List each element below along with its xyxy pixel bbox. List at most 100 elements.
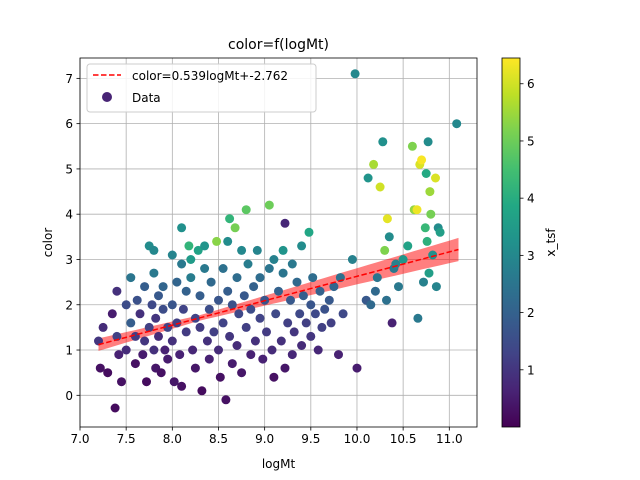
data-point [232, 341, 242, 350]
data-point [149, 268, 159, 278]
data-point [283, 318, 293, 328]
data-point [324, 295, 334, 305]
data-point [297, 341, 307, 350]
data-point [204, 304, 214, 314]
data-point [421, 169, 431, 178]
data-point [287, 259, 297, 269]
data-point [117, 377, 126, 387]
data-point [200, 241, 210, 251]
data-point [181, 327, 191, 337]
x-tick-label: 8.0 [163, 432, 182, 446]
data-point [239, 291, 249, 301]
data-point [435, 227, 445, 237]
data-point [428, 250, 438, 260]
data-point [167, 300, 177, 310]
data-point [237, 368, 247, 378]
data-point [225, 331, 235, 341]
colorbar-tick-label: 2 [527, 306, 535, 320]
data-point [121, 345, 131, 355]
y-axis-label: color [41, 228, 55, 258]
data-point [214, 295, 223, 305]
data-point [204, 354, 214, 364]
data-point [230, 223, 240, 233]
x-tick-label: 11.0 [436, 432, 463, 446]
y-tick-label: 2 [65, 298, 73, 312]
data-point [110, 403, 120, 413]
data-point [350, 69, 360, 79]
data-point [151, 313, 161, 323]
data-point [308, 273, 318, 283]
data-point [190, 363, 200, 373]
data-point [278, 268, 288, 278]
plot-frame [79, 57, 478, 428]
data-point [132, 295, 142, 305]
data-point [249, 282, 259, 292]
x-tick-label: 7.0 [70, 432, 89, 446]
data-point [378, 137, 388, 147]
data-point [326, 318, 336, 328]
data-point [315, 286, 325, 296]
data-point [262, 327, 271, 337]
data-point [147, 300, 157, 310]
data-point [298, 291, 308, 301]
data-point [347, 255, 357, 264]
data-point [417, 155, 427, 165]
data-point [370, 286, 380, 296]
data-point [292, 277, 302, 287]
data-point [167, 336, 177, 346]
data-point [264, 200, 274, 210]
data-point [237, 245, 247, 255]
data-point [184, 241, 194, 251]
data-point [387, 318, 397, 328]
data-point [384, 232, 394, 242]
data-point [195, 291, 205, 301]
data-point [382, 214, 392, 224]
data-point [140, 336, 150, 346]
data-point [412, 205, 422, 215]
data-point [413, 313, 423, 323]
data-point [135, 309, 145, 319]
chart-title: color=f(logMt) [228, 37, 329, 53]
colorbar-tick-label: 4 [527, 192, 535, 206]
data-point [252, 245, 262, 255]
data-point [382, 295, 391, 305]
data-point [212, 236, 222, 246]
data-point [320, 304, 330, 314]
data-point [225, 214, 235, 224]
data-point [241, 205, 251, 215]
legend-data-swatch [102, 92, 112, 102]
x-axis-ticks: 7.0 7.5 8.0 8.5 9.0 9.5 10.0 10.5 11.0 [70, 427, 463, 446]
x-axis-label: logMt [262, 457, 296, 471]
data-point [197, 386, 207, 396]
data-point [243, 259, 253, 269]
data-point [227, 300, 237, 310]
data-point [398, 255, 408, 264]
data-point [142, 377, 151, 387]
colorbar-ticks: 1 2 3 4 5 6 [520, 77, 535, 377]
data-point [304, 227, 314, 237]
x-tick-label: 10.0 [344, 432, 371, 446]
data-point [255, 313, 265, 323]
data-point [246, 350, 256, 360]
y-axis-ticks: 0 1 2 3 4 5 6 7 [65, 72, 80, 403]
data-point [103, 368, 113, 378]
data-point [223, 236, 233, 246]
data-point [112, 286, 122, 296]
data-point [334, 350, 343, 360]
data-point [95, 363, 105, 373]
data-point [206, 277, 216, 287]
data-point [202, 336, 212, 346]
data-point [280, 363, 290, 373]
data-point [369, 159, 379, 169]
scatter-points-layer [94, 69, 462, 413]
data-point [287, 350, 297, 360]
fit-line [98, 248, 459, 346]
data-point [154, 331, 163, 341]
data-point [295, 309, 305, 319]
data-point [306, 331, 316, 341]
data-point [149, 345, 159, 355]
data-point [167, 250, 177, 260]
data-point [352, 363, 362, 373]
colorbar-tick-label: 3 [527, 249, 535, 263]
